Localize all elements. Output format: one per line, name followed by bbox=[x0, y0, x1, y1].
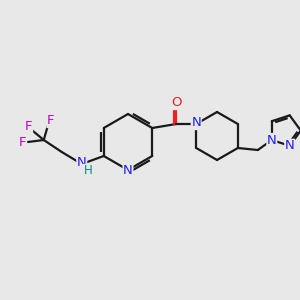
Text: F: F bbox=[47, 115, 55, 128]
Text: N: N bbox=[191, 116, 201, 130]
Text: N: N bbox=[267, 134, 277, 146]
Text: N: N bbox=[285, 139, 295, 152]
Text: O: O bbox=[171, 97, 181, 110]
Text: N: N bbox=[123, 164, 133, 178]
Text: F: F bbox=[25, 119, 32, 133]
Text: H: H bbox=[83, 164, 92, 178]
Text: N: N bbox=[77, 157, 87, 169]
Text: F: F bbox=[19, 136, 26, 149]
